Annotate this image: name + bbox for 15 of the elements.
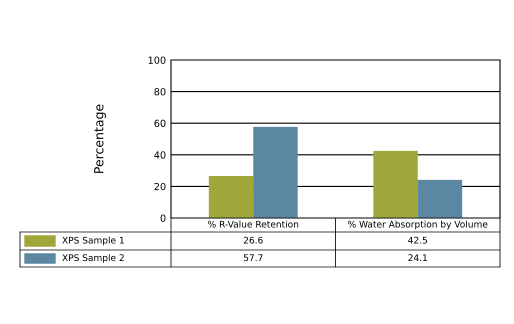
y-tick-label: 100 xyxy=(148,56,166,64)
y-tick-label: 20 xyxy=(154,182,166,190)
legend-label: XPS Sample 2 xyxy=(62,254,124,263)
y-tick-label: 60 xyxy=(154,120,166,128)
x-tick-label: % R-Value Retention xyxy=(208,220,298,228)
y-tick-label: 80 xyxy=(154,88,166,96)
y-tick-label: 0 xyxy=(160,214,166,222)
data-label: 57.7 xyxy=(244,254,263,262)
y-tick-label: 40 xyxy=(154,151,166,159)
legend-label: XPS Sample 1 xyxy=(62,236,124,246)
y-axis-title: Percentage xyxy=(94,104,106,173)
data-label: 42.5 xyxy=(408,236,428,244)
data-label: 26.6 xyxy=(244,236,263,244)
data-label: 24.1 xyxy=(408,254,427,261)
x-tick-label: % Water Absorption by Volume xyxy=(348,220,488,230)
